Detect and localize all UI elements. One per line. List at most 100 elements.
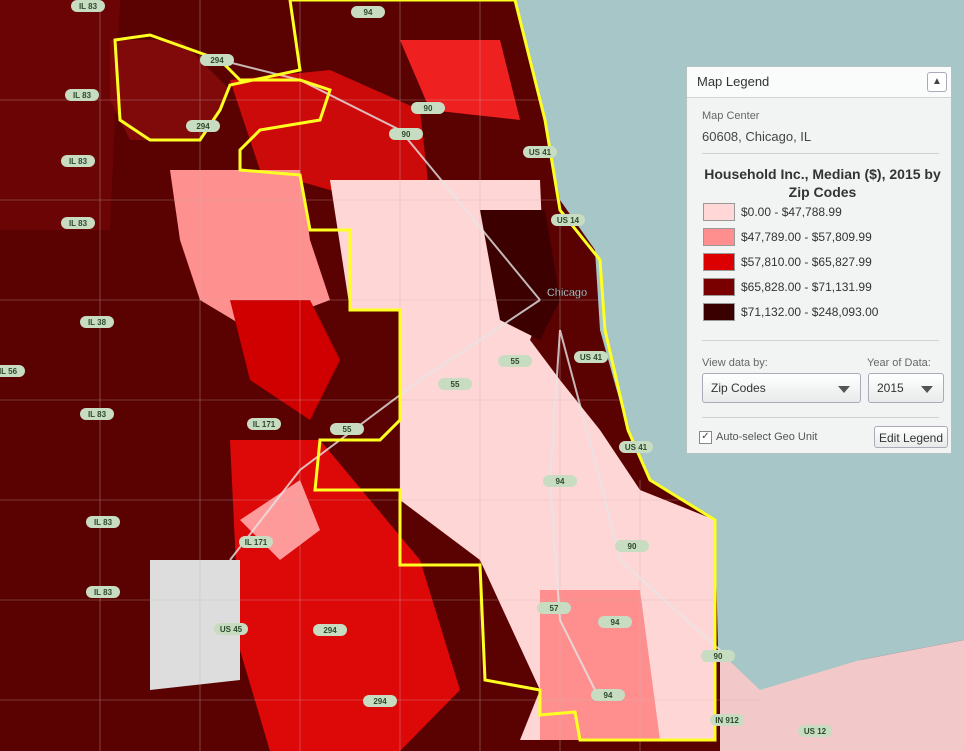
route-label: 90 bbox=[402, 130, 411, 139]
map-center-label: Map Center bbox=[702, 110, 760, 122]
route-label: 55 bbox=[511, 357, 520, 366]
legend-heading: Household Inc., Median ($), 2015 by Zip … bbox=[704, 166, 941, 200]
zip-area bbox=[230, 300, 340, 420]
route-label: 294 bbox=[323, 626, 337, 635]
route-label: 94 bbox=[364, 8, 373, 17]
route-shield bbox=[574, 351, 608, 363]
city-label: Chicago bbox=[547, 287, 587, 299]
route-shield bbox=[330, 423, 364, 435]
auto-select-label: Auto-select Geo Unit bbox=[716, 431, 818, 443]
route-label: US 45 bbox=[220, 625, 243, 634]
route-label: IL 83 bbox=[79, 2, 98, 11]
route-label: IL 56 bbox=[0, 367, 18, 376]
route-shield bbox=[61, 155, 95, 167]
route-shield bbox=[80, 316, 114, 328]
legend-swatch bbox=[703, 278, 735, 296]
zip-area bbox=[0, 0, 120, 230]
route-shield bbox=[363, 695, 397, 707]
route-shield bbox=[239, 536, 273, 548]
route-label: IL 83 bbox=[73, 91, 92, 100]
route-shield bbox=[498, 355, 532, 367]
route-shield bbox=[389, 128, 423, 140]
year-value: 2015 bbox=[877, 381, 904, 395]
unincorporated bbox=[150, 560, 240, 690]
route-shield bbox=[438, 378, 472, 390]
route-shield bbox=[523, 146, 557, 158]
route-shield bbox=[214, 623, 248, 635]
legend-class-label: $0.00 - $47,788.99 bbox=[741, 205, 842, 219]
route-shield bbox=[798, 725, 832, 737]
route-label: 94 bbox=[604, 691, 613, 700]
route-label: 55 bbox=[451, 380, 460, 389]
route-label: US 41 bbox=[580, 353, 603, 362]
zip-area bbox=[170, 170, 330, 330]
route-label: US 14 bbox=[557, 216, 580, 225]
route-label: IL 83 bbox=[88, 410, 107, 419]
route-shield bbox=[537, 602, 571, 614]
route-shield bbox=[65, 89, 99, 101]
route-label: 94 bbox=[556, 477, 565, 486]
route-shield bbox=[351, 6, 385, 18]
route-label: IL 83 bbox=[69, 157, 88, 166]
legend-swatch bbox=[703, 203, 735, 221]
route-label: 94 bbox=[611, 618, 620, 627]
zip-area bbox=[230, 70, 430, 200]
view-by-select[interactable]: Zip Codes bbox=[702, 373, 861, 403]
route-shield bbox=[701, 650, 735, 662]
legend-class-label: $71,132.00 - $248,093.00 bbox=[741, 305, 879, 319]
legend-panel: Map Legend ▲ Map Center 60608, Chicago, … bbox=[686, 66, 952, 454]
route-label: IL 83 bbox=[94, 518, 113, 527]
route-shield bbox=[0, 365, 25, 377]
route-shield bbox=[61, 217, 95, 229]
route-label: 55 bbox=[343, 425, 352, 434]
legend-class-label: $65,828.00 - $71,131.99 bbox=[741, 280, 872, 294]
route-label: IL 38 bbox=[88, 318, 107, 327]
route-label: IN 912 bbox=[715, 716, 739, 725]
route-label: US 12 bbox=[804, 727, 827, 736]
route-label: 57 bbox=[550, 604, 559, 613]
route-shield bbox=[71, 0, 105, 12]
view-by-label: View data by: bbox=[702, 357, 768, 369]
route-label: 90 bbox=[628, 542, 637, 551]
route-shield bbox=[86, 516, 120, 528]
year-label: Year of Data: bbox=[867, 357, 931, 369]
route-label: IL 171 bbox=[245, 538, 268, 547]
separator bbox=[702, 417, 939, 418]
auto-select-checkbox[interactable]: ✓ bbox=[699, 431, 712, 444]
route-shield bbox=[247, 418, 281, 430]
map-center: 60608, Chicago, IL bbox=[702, 129, 812, 144]
route-label: 294 bbox=[196, 122, 210, 131]
view-by-value: Zip Codes bbox=[711, 381, 766, 395]
route-shields: IL 83 294 94 IL 83 IL 83 294 90 90 US 41 IL 83 US … bbox=[0, 0, 832, 737]
route-label: 294 bbox=[373, 697, 387, 706]
route-shield bbox=[186, 120, 220, 132]
route-shield bbox=[80, 408, 114, 420]
route-shield bbox=[411, 102, 445, 114]
route-label: IL 171 bbox=[253, 420, 276, 429]
separator bbox=[702, 153, 939, 154]
legend-class-label: $57,810.00 - $65,827.99 bbox=[741, 255, 872, 269]
edit-legend-button[interactable]: Edit Legend bbox=[874, 426, 948, 448]
route-label: IL 83 bbox=[69, 219, 88, 228]
zip-area bbox=[540, 590, 660, 740]
legend-swatch bbox=[703, 303, 735, 321]
route-label: 90 bbox=[714, 652, 723, 661]
year-select[interactable]: 2015 bbox=[868, 373, 944, 403]
collapse-button[interactable]: ▲ bbox=[927, 72, 947, 92]
route-shield bbox=[313, 624, 347, 636]
route-shield bbox=[543, 475, 577, 487]
route-label: US 41 bbox=[529, 148, 552, 157]
legend-class-label: $47,789.00 - $57,809.99 bbox=[741, 230, 872, 244]
legend-swatch bbox=[703, 228, 735, 246]
legend-swatch bbox=[703, 253, 735, 271]
route-label: 294 bbox=[210, 56, 224, 65]
route-shield bbox=[551, 214, 585, 226]
route-shield bbox=[710, 714, 744, 726]
city-boundary bbox=[113, 0, 717, 742]
route-label: US 41 bbox=[625, 443, 648, 452]
legend-title: Map Legend bbox=[687, 67, 951, 98]
route-shield bbox=[591, 689, 625, 701]
route-label: IL 83 bbox=[94, 588, 113, 597]
route-label: 90 bbox=[424, 104, 433, 113]
